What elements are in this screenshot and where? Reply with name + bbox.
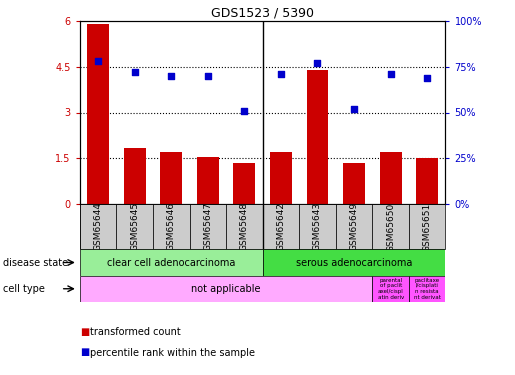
Text: GSM65642: GSM65642 [277, 202, 285, 251]
Bar [160, 152, 182, 204]
Text: parental
of paclit
axel/cispl
atin deriv: parental of paclit axel/cispl atin deriv [377, 278, 404, 300]
Text: transformed count: transformed count [90, 327, 181, 337]
FancyBboxPatch shape [153, 204, 190, 249]
Text: GSM65643: GSM65643 [313, 202, 322, 251]
FancyBboxPatch shape [80, 249, 263, 276]
Bar [380, 152, 402, 204]
Bar [306, 70, 329, 204]
Bar [343, 163, 365, 204]
Bar [416, 159, 438, 204]
Text: GSM65647: GSM65647 [203, 202, 212, 251]
FancyBboxPatch shape [372, 276, 409, 302]
Point [277, 71, 285, 77]
FancyBboxPatch shape [299, 204, 336, 249]
FancyBboxPatch shape [263, 249, 445, 276]
FancyBboxPatch shape [409, 276, 445, 302]
Point [167, 73, 176, 79]
Text: disease state: disease state [3, 258, 67, 267]
Text: GSM65644: GSM65644 [94, 202, 102, 251]
Text: GSM65651: GSM65651 [423, 202, 432, 252]
Text: GSM65649: GSM65649 [350, 202, 358, 251]
FancyBboxPatch shape [372, 204, 409, 249]
Text: cell type: cell type [3, 284, 44, 294]
Text: GSM65646: GSM65646 [167, 202, 176, 251]
Bar [270, 152, 292, 204]
FancyBboxPatch shape [80, 276, 372, 302]
Text: GSM65648: GSM65648 [240, 202, 249, 251]
Bar [124, 148, 146, 204]
Text: paclitaxe
l/cisplati
n resista
nt derivat: paclitaxe l/cisplati n resista nt deriva… [414, 278, 441, 300]
FancyBboxPatch shape [80, 204, 116, 249]
Text: not applicable: not applicable [192, 284, 261, 294]
Text: GSM65650: GSM65650 [386, 202, 395, 252]
Point [204, 73, 212, 79]
Point [94, 58, 102, 64]
Point [423, 75, 432, 81]
FancyBboxPatch shape [336, 204, 372, 249]
Bar [233, 163, 255, 204]
Text: ■: ■ [80, 348, 89, 357]
Bar [87, 24, 109, 204]
Bar [197, 157, 219, 204]
Text: clear cell adenocarcinoma: clear cell adenocarcinoma [107, 258, 235, 267]
Text: serous adenocarcinoma: serous adenocarcinoma [296, 258, 412, 267]
Point [241, 108, 249, 114]
Point [350, 106, 358, 112]
Point [314, 60, 322, 66]
Point [387, 71, 395, 77]
FancyBboxPatch shape [263, 204, 299, 249]
FancyBboxPatch shape [116, 204, 153, 249]
Text: percentile rank within the sample: percentile rank within the sample [90, 348, 255, 357]
Text: ■: ■ [80, 327, 89, 337]
FancyBboxPatch shape [190, 204, 226, 249]
FancyBboxPatch shape [409, 204, 445, 249]
Point [131, 69, 139, 75]
Title: GDS1523 / 5390: GDS1523 / 5390 [211, 6, 314, 20]
FancyBboxPatch shape [226, 204, 263, 249]
Text: GSM65645: GSM65645 [130, 202, 139, 251]
